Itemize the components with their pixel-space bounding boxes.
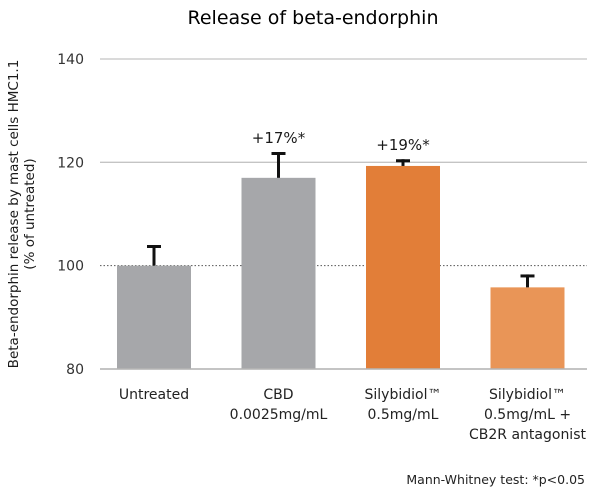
y-tick-label-120: 120 <box>57 155 84 171</box>
category-labels: Untreated CBD 0.0025mg/mL Silybidiol™ 0.5mg/… <box>119 387 587 443</box>
y-axis-label-line-1: Beta-endorphin release by mast cells HMC… <box>6 60 22 369</box>
y-tick-label-140: 140 <box>57 52 84 68</box>
y-tick-label-80: 80 <box>66 362 84 378</box>
bars <box>100 165 587 370</box>
bar-3 <box>490 287 565 369</box>
annotation-2: +19%* <box>376 136 430 154</box>
category-label-3-line-0: Silybidiol™ <box>489 387 566 403</box>
annotations: +17%* +19%* <box>252 129 430 154</box>
category-label-3-line-2: CB2R antagonist <box>469 427 586 443</box>
category-label-2-line-0: Silybidiol™ <box>365 387 442 403</box>
category-label-1-line-1: 0.0025mg/mL <box>230 407 328 423</box>
error-bars <box>147 152 535 288</box>
y-axis-label-line-2: (% of untreated) <box>22 158 38 269</box>
y-tick-label-100: 100 <box>57 259 84 275</box>
category-label-1-line-0: CBD <box>263 387 293 403</box>
footnote: Mann-Whitney test: *p<0.05 <box>406 472 585 487</box>
annotation-1: +17%* <box>252 129 306 147</box>
bar-0 <box>117 265 191 369</box>
chart-title: Release of beta-endorphin <box>188 7 439 29</box>
category-label-3-line-1: 0.5mg/mL + <box>484 407 571 423</box>
y-axis-label: Beta-endorphin release by mast cells HMC… <box>6 60 38 369</box>
category-label-2-line-1: 0.5mg/mL <box>368 407 439 423</box>
bar-1 <box>241 177 316 369</box>
bar-2 <box>366 165 440 369</box>
category-label-0-line-0: Untreated <box>119 387 189 403</box>
